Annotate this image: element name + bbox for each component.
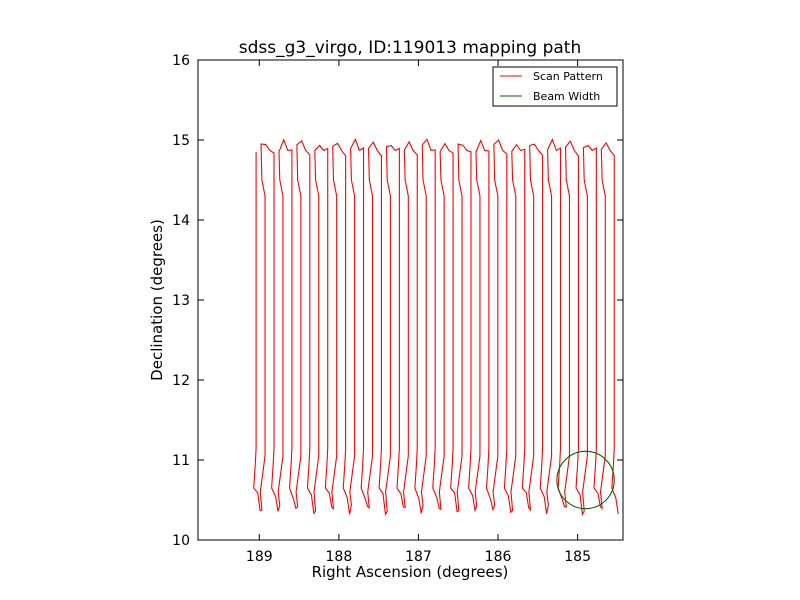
legend: Scan Pattern Beam Width xyxy=(492,66,618,107)
y-tick-label: 12 xyxy=(172,373,190,389)
y-tick-label: 16 xyxy=(172,53,190,69)
legend-box xyxy=(492,66,618,107)
x-tick-label: 186 xyxy=(485,549,512,565)
chart-title: sdss_g3_virgo, ID:119013 mapping path xyxy=(239,38,581,58)
y-axis-label: Declination (degrees) xyxy=(148,219,166,381)
series-layer xyxy=(253,137,619,517)
x-tick-label: 188 xyxy=(326,549,353,565)
y-tick-label: 14 xyxy=(172,213,190,229)
x-tick-label: 185 xyxy=(564,549,591,565)
y-tick-label: 11 xyxy=(172,453,190,469)
ticks-layer: 189 188 187 186 185 10 11 12 13 14 15 16 xyxy=(172,53,623,565)
legend-label-beam: Beam Width xyxy=(533,90,600,103)
x-tick-label: 189 xyxy=(246,549,273,565)
x-axis-label: Right Ascension (degrees) xyxy=(312,563,509,581)
scan-pattern-line xyxy=(253,137,619,517)
y-tick-label: 15 xyxy=(172,133,190,149)
y-tick-label: 13 xyxy=(172,293,190,309)
legend-label-scan: Scan Pattern xyxy=(533,70,603,83)
beam-width-circle xyxy=(556,450,615,510)
x-tick-label: 187 xyxy=(405,549,432,565)
y-tick-label: 10 xyxy=(172,533,190,549)
plot-area: 189 188 187 186 185 10 11 12 13 14 15 16 xyxy=(172,53,624,565)
